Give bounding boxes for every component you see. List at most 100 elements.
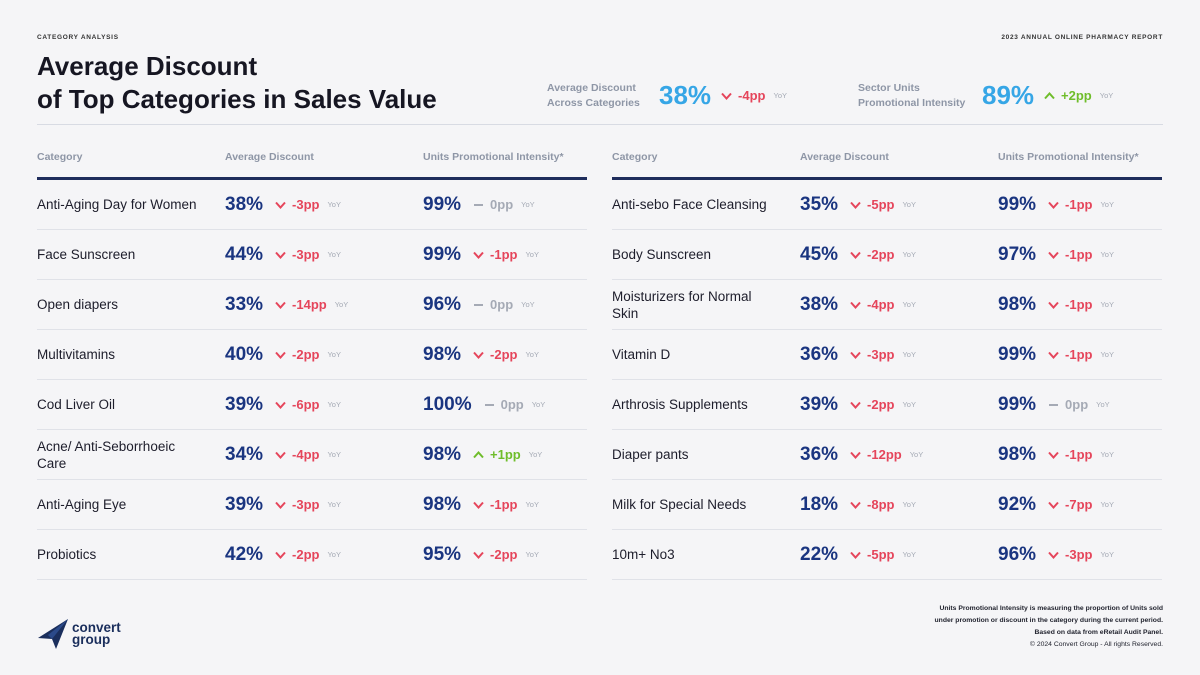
change-value: -5pp (867, 197, 895, 212)
promotional-intensity-cell: 98% -1pp YoY (423, 494, 587, 516)
change-value: -2pp (490, 547, 518, 562)
change-value: -1pp (1065, 447, 1093, 462)
column-header-units-promotional-intensity: Units Promotional Intensity* (998, 151, 1139, 163)
chevron-down-icon (1048, 251, 1059, 259)
chevron-down-icon (1048, 201, 1059, 209)
change-value: -12pp (867, 447, 902, 462)
change-value: -3pp (867, 347, 895, 362)
page-title-line1: Average Discount (37, 51, 258, 81)
header-divider (37, 124, 1163, 125)
chevron-down-icon (275, 501, 286, 509)
promotional-intensity-value: 99% (998, 343, 1037, 365)
column-header-category: Category (612, 151, 658, 163)
yoy-label: YoY (327, 350, 341, 359)
yoy-label: YoY (531, 400, 546, 409)
average-discount-cell: 18% -8pp YoY (800, 494, 998, 516)
yoy-label: YoY (521, 300, 535, 309)
yoy-label: YoY (327, 550, 341, 559)
table-row: Moisturizers for Normal Skin 38% -4pp YoY 98… (612, 280, 1162, 330)
change-value: -2pp (867, 397, 895, 412)
change-value: -6pp (292, 397, 320, 412)
change-value: -2pp (867, 247, 895, 262)
column-header-category: Category (37, 151, 83, 163)
change-indicator: -1pp YoY (1048, 297, 1114, 312)
change-value: -2pp (292, 547, 320, 562)
chevron-down-icon (1048, 351, 1059, 359)
chevron-down-icon (473, 251, 484, 259)
change-value: -5pp (867, 547, 895, 562)
dash-icon (484, 403, 494, 406)
change-indicator: 0pp YoY (1048, 397, 1110, 412)
promotional-intensity-cell: 99% -1pp YoY (423, 244, 587, 266)
average-discount-value: 36% (800, 443, 839, 465)
change-indicator: -2pp YoY (850, 397, 916, 412)
kpi-value: 38% (659, 80, 712, 110)
change-value: -4pp (292, 447, 320, 462)
kpi-label-line1: Sector Units (858, 81, 920, 94)
chevron-down-icon (275, 451, 286, 459)
average-discount-value: 22% (800, 543, 839, 565)
average-discount-cell: 44% -3pp YoY (225, 244, 423, 266)
page-title-line2: of Top Categories in Sales Value (37, 84, 437, 114)
yoy-label: YoY (1100, 500, 1114, 509)
chevron-down-icon (850, 401, 861, 409)
table-row: Milk for Special Needs 18% -8pp YoY 92% -7pp Y… (612, 480, 1162, 530)
average-discount-value: 36% (800, 343, 839, 365)
change-indicator: -4pp YoY (275, 447, 341, 462)
promotional-intensity-cell: 95% -2pp YoY (423, 544, 587, 566)
promotional-intensity-value: 97% (998, 243, 1037, 265)
table-row: Multivitamins 40% -2pp YoY 98% -2pp YoY (37, 330, 587, 380)
average-discount-value: 44% (225, 243, 264, 265)
average-discount-cell: 39% -6pp YoY (225, 394, 423, 416)
table-row: Face Sunscreen 44% -3pp YoY 99% -1pp YoY (37, 230, 587, 280)
change-indicator: -1pp YoY (1048, 197, 1114, 212)
yoy-label: YoY (902, 250, 916, 259)
yoy-label: YoY (327, 250, 341, 259)
change-indicator: 0pp YoY (473, 197, 535, 212)
change-indicator: -1pp YoY (473, 497, 539, 512)
table-row: Body Sunscreen 45% -2pp YoY 97% -1pp YoY (612, 230, 1162, 280)
kpi-label-line2: Promotional Intensity (858, 96, 966, 109)
yoy-label: YoY (1100, 550, 1114, 559)
category-name: Acne/ Anti-Seborrhoeic Care (37, 438, 176, 471)
promotional-intensity-value: 99% (998, 193, 1037, 215)
yoy-label: YoY (1100, 450, 1114, 459)
yoy-label: YoY (525, 500, 539, 509)
dash-icon (1049, 403, 1059, 406)
table-row: Vitamin D 36% -3pp YoY 99% -1pp YoY (612, 330, 1162, 380)
yoy-label: YoY (521, 200, 535, 209)
average-discount-cell: 45% -2pp YoY (800, 244, 998, 266)
chevron-down-icon (275, 401, 286, 409)
category-name: Arthrosis Supplements (612, 397, 748, 412)
promotional-intensity-value: 99% (423, 193, 462, 215)
table-row: Arthrosis Supplements 39% -2pp YoY 99% 0pp YoY (612, 380, 1162, 430)
promotional-intensity-cell: 98% -1pp YoY (998, 444, 1162, 466)
kpi-average-discount: Average Discount Across Categories 38% -… (547, 80, 787, 111)
promotional-intensity-value: 95% (423, 543, 462, 565)
yoy-label: YoY (902, 550, 916, 559)
change-indicator: -12pp YoY (850, 447, 923, 462)
average-discount-cell: 36% -3pp YoY (800, 344, 998, 366)
chevron-down-icon (275, 351, 286, 359)
chevron-down-icon (1048, 551, 1059, 559)
yoy-label: YoY (902, 300, 916, 309)
change-indicator: -2pp YoY (473, 347, 539, 362)
yoy-label: YoY (525, 250, 539, 259)
kpi-change: -4pp YoY (721, 88, 787, 103)
promotional-intensity-value: 98% (998, 443, 1037, 465)
table-body: Anti-Aging Day for Women 38% -3pp YoY 99% 0pp… (37, 180, 587, 580)
promotional-intensity-cell: 98% -1pp YoY (998, 294, 1162, 316)
column-header-average-discount: Average Discount (800, 151, 889, 163)
change-indicator: -2pp YoY (473, 547, 539, 562)
logo-text-line1: convert (72, 620, 121, 635)
yoy-label: YoY (334, 300, 349, 309)
table-header: Category Average Discount Units Promotio… (37, 146, 587, 180)
section-label: CATEGORY ANALYSIS (37, 34, 119, 41)
category-name: Cod Liver Oil (37, 397, 116, 412)
category-name: Body Sunscreen (612, 247, 712, 262)
yoy-label: YoY (327, 450, 341, 459)
average-discount-value: 33% (225, 293, 264, 315)
average-discount-value: 39% (225, 393, 264, 415)
dash-icon (474, 203, 484, 206)
yoy-label: YoY (525, 350, 539, 359)
